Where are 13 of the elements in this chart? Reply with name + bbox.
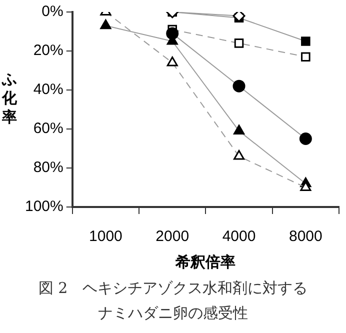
x-tick-label: 4000 xyxy=(222,228,256,246)
y-axis-title: ふ化率 xyxy=(2,70,18,127)
y-tick-label: 20% xyxy=(33,42,64,60)
y-tick-label: 0% xyxy=(42,3,64,20)
y-tick-label: 80% xyxy=(33,159,64,176)
y-tick-label: 100% xyxy=(24,198,64,216)
x-tick-label: 8000 xyxy=(288,228,322,246)
y-tick-label: 60% xyxy=(33,120,64,138)
y-tick-label: 40% xyxy=(33,81,64,98)
x-tick-label: 1000 xyxy=(89,228,122,246)
x-axis-title: 希釈倍率 xyxy=(174,252,236,271)
x-tick-label: 2000 xyxy=(156,228,190,246)
text: 図 2 ヘキシチアゾクス水和剤に対するナミハダニ卵の感受性 xyxy=(37,278,309,324)
